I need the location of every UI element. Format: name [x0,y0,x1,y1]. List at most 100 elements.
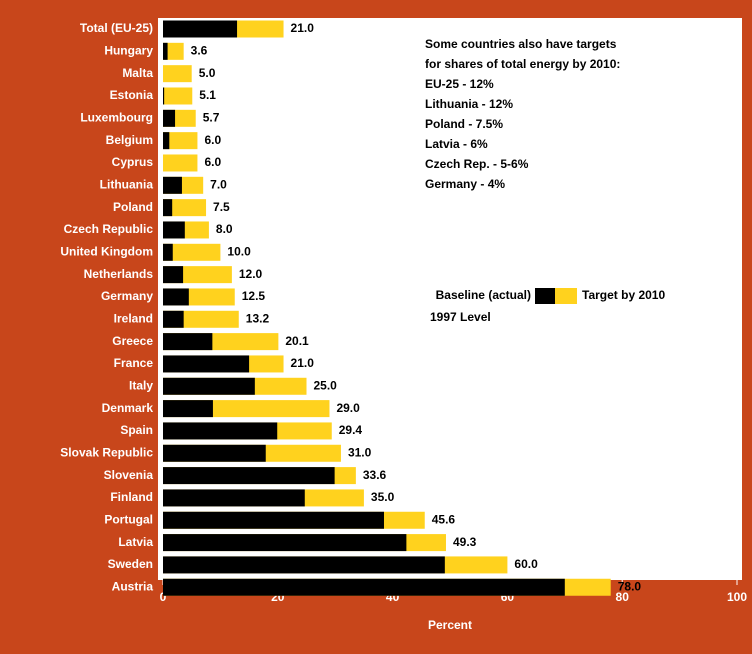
value-label: 21.0 [291,21,315,35]
baseline-bar [163,467,335,485]
legend-label: Baseline (actual) [436,288,531,302]
x-tick-label: 0 [160,590,167,604]
baseline-bar [163,355,250,373]
y-tick-label: Czech Republic [64,222,154,236]
y-tick-label: Cyprus [112,155,154,169]
value-label: 5.7 [203,110,220,124]
y-tick-label: Luxembourg [80,110,153,124]
baseline-bar [163,578,565,596]
value-label: 60.0 [514,557,538,571]
value-label: 5.1 [199,88,216,102]
value-label: 12.0 [239,267,263,281]
y-tick-label: Netherlands [84,267,154,281]
baseline-bar [163,221,185,239]
value-label: 7.5 [213,200,230,214]
x-tick-label: 100 [727,590,747,604]
y-tick-label: Finland [110,490,153,504]
value-label: 6.0 [204,155,221,169]
annotation: Latvia - 6% [425,137,488,151]
y-tick-label: Poland [113,200,153,214]
x-tick-label: 80 [616,590,630,604]
value-label: 78.0 [618,579,642,593]
baseline-bar [163,444,266,462]
y-tick-label: Slovenia [104,468,154,482]
value-label: 5.0 [199,66,216,80]
annotation: Lithuania - 12% [425,97,513,111]
value-label: 25.0 [314,378,338,392]
annotation: for shares of total energy by 2010: [425,57,620,71]
value-label: 7.0 [210,177,227,191]
baseline-bar [163,534,407,552]
y-tick-label: Italy [129,378,153,392]
target-bar [163,65,192,83]
y-tick-label: Portugal [104,512,153,526]
baseline-bar [163,132,170,150]
value-label: 3.6 [191,44,208,58]
target-bar [163,154,198,172]
legend-label: Target by 2010 [582,288,665,302]
baseline-bar [163,377,255,395]
value-label: 35.0 [371,490,395,504]
y-tick-label: United Kingdom [60,244,153,258]
value-label: 49.3 [453,535,477,549]
y-tick-label: Spain [120,423,153,437]
y-tick-label: Germany [101,289,153,303]
annotation: Germany - 4% [425,177,505,191]
value-label: 8.0 [216,222,233,236]
legend-swatch [535,288,555,304]
value-label: 10.0 [227,244,251,258]
value-label: 29.4 [339,423,363,437]
baseline-bar [163,489,305,507]
y-tick-label: Hungary [104,44,153,58]
baseline-bar [163,109,176,127]
baseline-bar [163,20,238,38]
baseline-bar [163,42,168,60]
value-label: 21.0 [291,356,315,370]
baseline-bar [163,511,384,529]
baseline-bar [163,422,278,440]
y-tick-label: Sweden [108,557,153,571]
y-tick-label: Slovak Republic [60,445,153,459]
value-label: 6.0 [204,133,221,147]
value-label: 45.6 [432,512,456,526]
annotation: Some countries also have targets [425,37,617,51]
value-label: 33.6 [363,468,387,482]
annotation: EU-25 - 12% [425,77,494,91]
y-tick-label: Total (EU-25) [80,21,153,35]
baseline-bar [163,288,189,306]
y-tick-label: Greece [112,334,153,348]
y-tick-label: Malta [122,66,153,80]
value-label: 13.2 [246,311,270,325]
value-label: 29.0 [336,401,360,415]
value-label: 31.0 [348,445,372,459]
legend-swatch [555,288,577,304]
plot-area [158,18,742,580]
value-label: 12.5 [242,289,266,303]
baseline-bar [163,243,173,261]
baseline-bar [163,87,165,105]
x-axis-title: Percent [428,618,472,632]
annotation: Czech Rep. - 5-6% [425,157,529,171]
baseline-bar [163,556,445,574]
y-tick-label: France [114,356,154,370]
y-tick-label: Austria [112,579,154,593]
baseline-bar [163,176,182,194]
y-tick-label: Estonia [110,88,154,102]
target-bar [163,199,207,217]
baseline-bar [163,199,173,217]
target-bar [163,132,198,150]
value-label: 20.1 [285,334,309,348]
legend-note: 1997 Level [430,310,491,324]
baseline-bar [163,266,184,284]
target-bar [163,42,184,60]
y-tick-label: Denmark [102,401,154,415]
y-tick-label: Lithuania [100,177,154,191]
baseline-bar [163,333,213,351]
baseline-bar [163,400,213,418]
target-bar [163,243,221,261]
y-tick-label: Ireland [114,311,153,325]
y-tick-label: Belgium [106,133,153,147]
target-bar [163,87,193,105]
annotation: Poland - 7.5% [425,117,503,131]
